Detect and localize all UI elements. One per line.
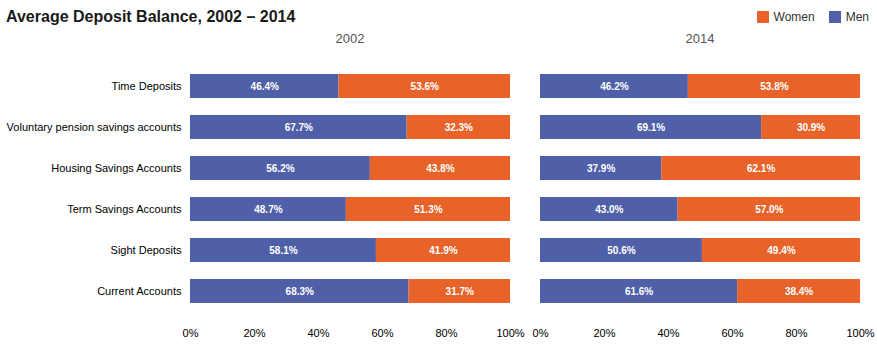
html-text:Average Deposit Balance, 2002: Average Deposit Balance, 2002 – 2014: [6, 8, 296, 25]
svg-text:80%: 80%: [435, 327, 457, 339]
svg-text:41.9%: 41.9%: [429, 245, 457, 256]
svg-text:38.4%: 38.4%: [785, 286, 813, 297]
svg-text:61.6%: 61.6%: [625, 286, 653, 297]
svg-text:Current Accounts: Current Accounts: [97, 285, 182, 297]
svg-text:62.1%: 62.1%: [747, 163, 775, 174]
svg-text:32.3%: 32.3%: [445, 122, 473, 133]
svg-text:46.2%: 46.2%: [600, 81, 628, 92]
svg-text:51.3%: 51.3%: [414, 204, 442, 215]
svg-text:20%: 20%: [593, 327, 615, 339]
svg-text:40%: 40%: [307, 327, 329, 339]
svg-text:43.8%: 43.8%: [426, 163, 454, 174]
html-text:2002: 2002: [335, 31, 365, 46]
svg-text:Sight Deposits: Sight Deposits: [111, 244, 182, 256]
html-text:2014: 2014: [685, 31, 715, 46]
svg-text:53.6%: 53.6%: [411, 81, 439, 92]
svg-text:40%: 40%: [657, 327, 679, 339]
svg-text:58.1%: 58.1%: [269, 245, 297, 256]
svg-text:80%: 80%: [785, 327, 807, 339]
svg-text:56.2%: 56.2%: [266, 163, 294, 174]
svg-text:Term Savings Accounts: Term Savings Accounts: [67, 203, 182, 215]
svg-text:53.8%: 53.8%: [760, 81, 788, 92]
svg-text:57.0%: 57.0%: [755, 204, 783, 215]
svg-text:Time Deposits: Time Deposits: [112, 80, 182, 92]
svg-text:100%: 100%: [496, 327, 524, 339]
svg-text:100%: 100%: [846, 327, 874, 339]
svg-text:Housing Savings Accounts: Housing Savings Accounts: [51, 162, 182, 174]
svg-text:20%: 20%: [243, 327, 265, 339]
svg-text:49.4%: 49.4%: [767, 245, 795, 256]
svg-text:60%: 60%: [721, 327, 743, 339]
html-text:Men: Men: [845, 10, 869, 24]
svg-text:Voluntary pension savings acco: Voluntary pension savings accounts: [7, 121, 182, 133]
svg-text:60%: 60%: [371, 327, 393, 339]
svg-text:48.7%: 48.7%: [254, 204, 282, 215]
svg-text:37.9%: 37.9%: [587, 163, 615, 174]
svg-text:50.6%: 50.6%: [607, 245, 635, 256]
svg-text:0%: 0%: [183, 327, 199, 339]
svg-text:30.9%: 30.9%: [797, 122, 825, 133]
svg-text:46.4%: 46.4%: [251, 81, 279, 92]
svg-text:67.7%: 67.7%: [285, 122, 313, 133]
svg-text:69.1%: 69.1%: [637, 122, 665, 133]
svg-text:43.0%: 43.0%: [595, 204, 623, 215]
svg-text:31.7%: 31.7%: [446, 286, 474, 297]
svg-text:68.3%: 68.3%: [286, 286, 314, 297]
html-text:Women: Women: [773, 10, 815, 24]
svg-text:0%: 0%: [533, 327, 549, 339]
